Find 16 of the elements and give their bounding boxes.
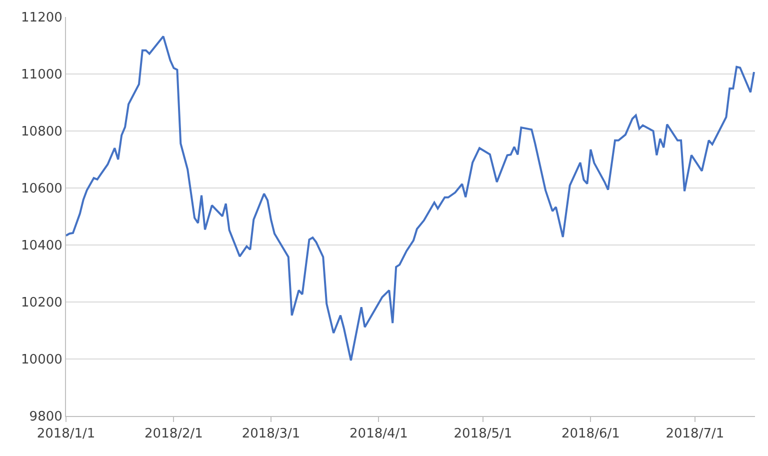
x-tick-label: 2018/7/1 bbox=[666, 426, 724, 442]
x-tick-label: 2018/6/1 bbox=[561, 426, 620, 442]
y-tick-label: 10400 bbox=[21, 238, 62, 254]
y-tick-label: 11200 bbox=[21, 10, 62, 26]
y-tick-label: 10200 bbox=[21, 296, 62, 311]
x-tick-label: 2018/1/1 bbox=[36, 426, 96, 442]
line-series bbox=[66, 35, 755, 362]
x-tick-label: 2018/4/1 bbox=[350, 426, 408, 442]
y-tick-label: 9800 bbox=[29, 410, 62, 425]
y-tick-label: 10600 bbox=[21, 182, 62, 197]
y-tick-label: 11000 bbox=[21, 68, 62, 83]
y-tick-label: 10000 bbox=[21, 352, 62, 368]
x-tick-label: 2018/5/1 bbox=[454, 426, 512, 442]
x-tick-label: 2018/3/1 bbox=[242, 426, 300, 442]
x-tick-label: 2018/2/1 bbox=[144, 426, 203, 442]
y-tick-label: 10800 bbox=[21, 124, 62, 140]
